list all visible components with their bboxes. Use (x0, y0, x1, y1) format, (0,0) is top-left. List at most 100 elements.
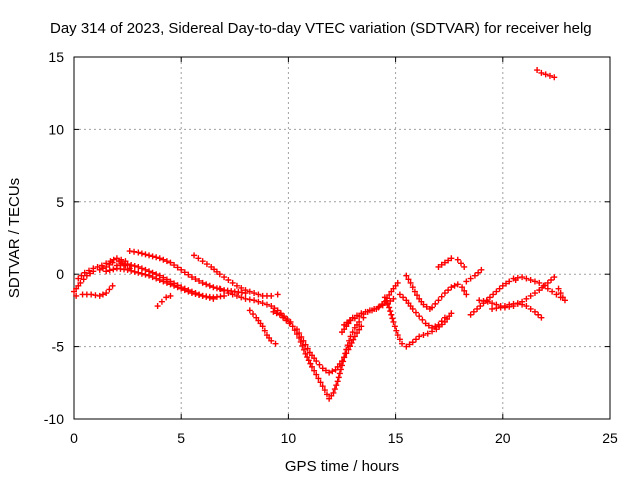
data-point (544, 285, 551, 292)
data-point (386, 304, 393, 311)
data-point (523, 295, 530, 302)
data-point (366, 307, 373, 314)
data-point (246, 307, 253, 314)
data-point (435, 321, 442, 328)
data-point (383, 297, 390, 304)
data-point (135, 249, 142, 256)
data-point (246, 288, 253, 295)
data-point (496, 285, 503, 292)
data-point (106, 267, 113, 274)
data-point (506, 301, 513, 308)
data-point (174, 264, 181, 271)
data-point (92, 292, 99, 299)
data-point (124, 266, 131, 273)
data-point (185, 287, 192, 294)
data-point (484, 298, 491, 305)
data-point (203, 261, 210, 268)
data-point (103, 290, 110, 297)
data-point (135, 269, 142, 276)
data-point (459, 284, 466, 291)
data-point (103, 260, 110, 267)
data-point (188, 288, 195, 295)
data-point (206, 294, 213, 301)
data-point (199, 258, 206, 265)
data-point (416, 313, 423, 320)
data-point (391, 323, 398, 330)
data-point (75, 275, 82, 282)
data-point (333, 382, 340, 389)
data-point (304, 345, 311, 352)
data-point (467, 275, 474, 282)
data-point (356, 326, 363, 333)
data-point (142, 251, 149, 258)
data-point (109, 282, 116, 289)
data-point (233, 282, 240, 289)
data-point (523, 303, 530, 310)
data-point (493, 288, 500, 295)
data-point (99, 265, 106, 272)
data-point (403, 272, 410, 279)
data-point (480, 297, 487, 304)
data-point (138, 250, 145, 257)
data-point (233, 292, 240, 299)
data-point (409, 284, 416, 291)
data-point (416, 333, 423, 340)
data-point (441, 314, 448, 321)
data-point (199, 292, 206, 299)
data-point (307, 360, 314, 367)
data-point (334, 378, 341, 385)
data-point (261, 327, 268, 334)
data-point (160, 256, 167, 263)
data-point (298, 333, 305, 340)
data-point (542, 71, 549, 78)
data-point (167, 278, 174, 285)
data-point (272, 340, 279, 347)
data-point (156, 255, 163, 262)
data-point (435, 297, 442, 304)
data-point (432, 300, 439, 307)
data-point (461, 263, 468, 270)
data-point (390, 295, 397, 302)
data-point (146, 268, 153, 275)
data-point (280, 314, 287, 321)
data-point (81, 269, 88, 276)
data-point (268, 303, 275, 310)
data-point (394, 279, 401, 286)
data-point (349, 329, 356, 336)
data-point (477, 303, 484, 310)
data-point (192, 276, 199, 283)
data-point (178, 284, 185, 291)
data-point (199, 279, 206, 286)
data-point (519, 301, 526, 308)
data-point (86, 267, 93, 274)
data-point (527, 292, 534, 299)
data-point (181, 285, 188, 292)
data-point (299, 342, 306, 349)
data-point (259, 300, 266, 307)
data-point (379, 302, 386, 309)
data-point (99, 291, 106, 298)
data-point (128, 267, 135, 274)
data-point (375, 304, 382, 311)
data-point (396, 291, 403, 298)
data-point (362, 308, 369, 315)
data-point (489, 305, 496, 312)
data-point (467, 311, 474, 318)
data-point (349, 314, 356, 321)
data-point (503, 280, 510, 287)
data-point (106, 286, 113, 293)
data-point (118, 256, 125, 263)
data-point (163, 276, 170, 283)
data-point (106, 261, 113, 268)
data-point (283, 317, 290, 324)
data-point (304, 354, 311, 361)
data-point (501, 303, 508, 310)
data-point (154, 303, 161, 310)
data-point (221, 274, 228, 281)
data-point (454, 281, 461, 288)
data-point (317, 379, 324, 386)
y-axis: -10 -5 0 5 10 15 (44, 49, 610, 427)
data-point (153, 271, 160, 278)
data-point (435, 263, 442, 270)
chart-title: Day 314 of 2023, Sidereal Day-to-day VTE… (50, 20, 592, 37)
